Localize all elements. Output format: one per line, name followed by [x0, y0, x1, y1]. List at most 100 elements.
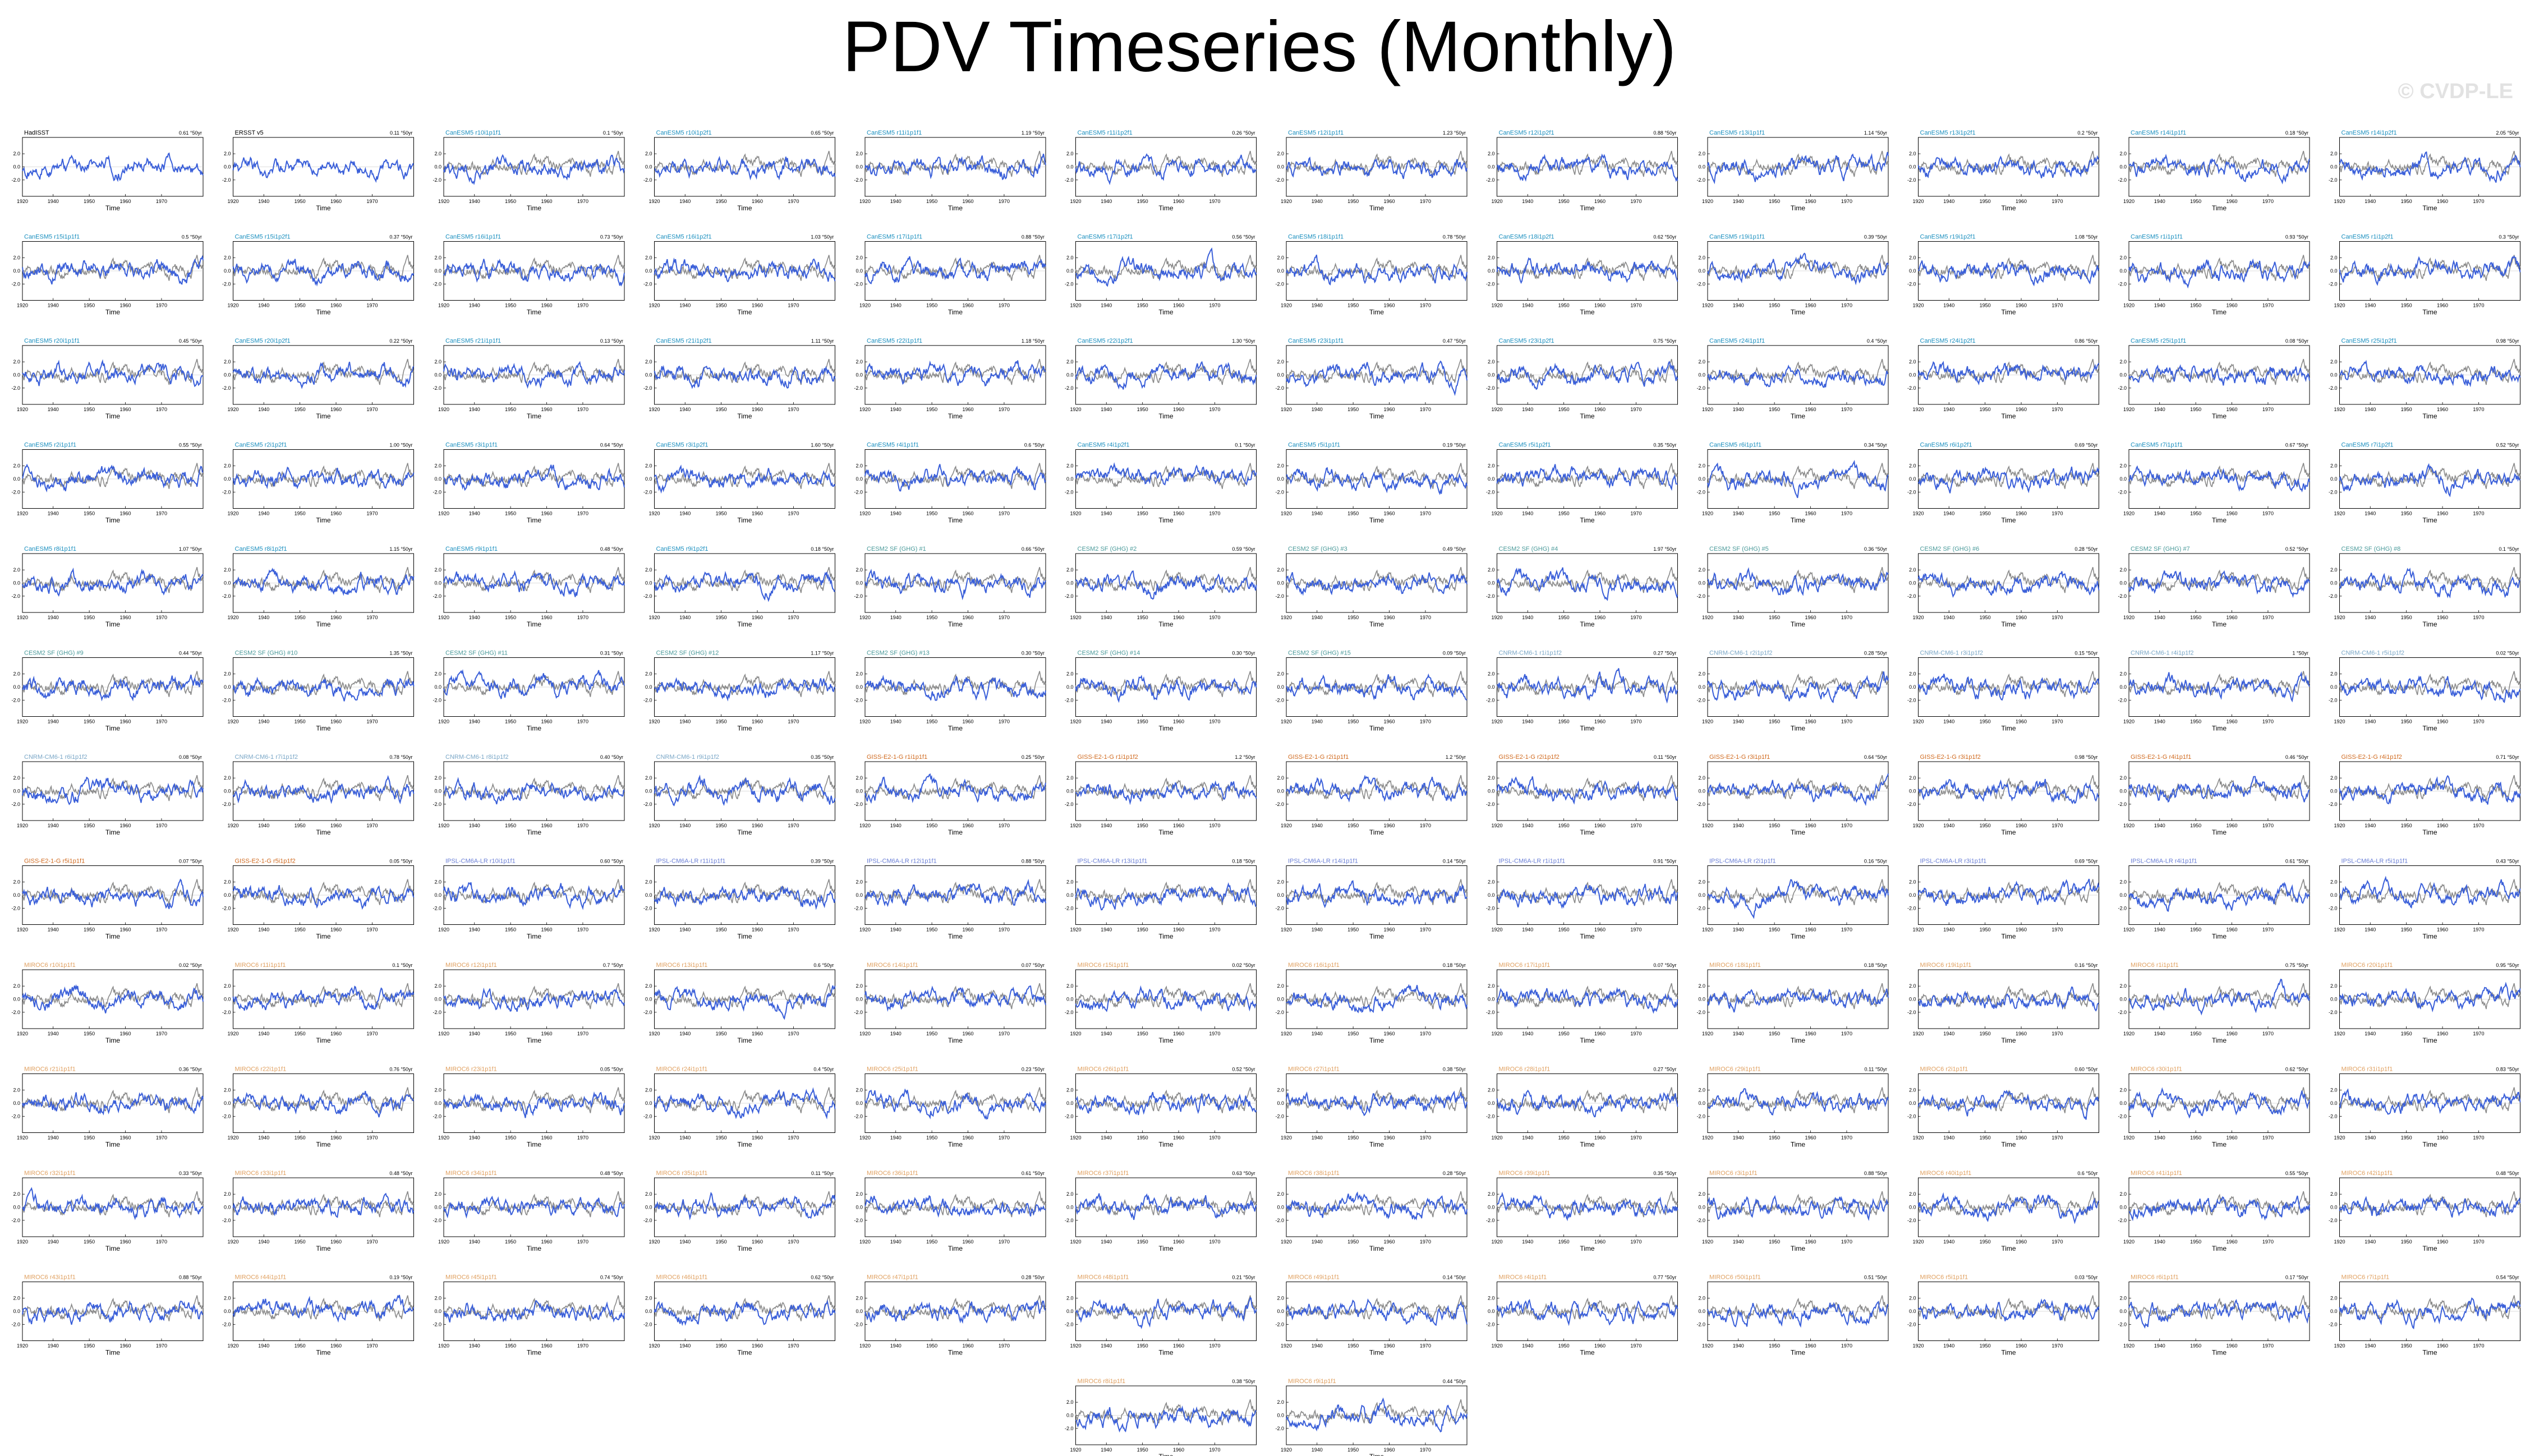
model-series-line — [1496, 257, 1678, 284]
y-tick-label: 2.0 — [1488, 983, 1495, 989]
x-tick-label: 1940 — [469, 199, 480, 204]
x-tick-label: 1950 — [505, 1239, 516, 1245]
x-axis-title: Time — [948, 1245, 963, 1252]
y-tick-label: 2.0 — [645, 567, 652, 573]
x-tick-label: 1950 — [2401, 719, 2412, 725]
obs-series-line — [1075, 255, 1257, 281]
x-tick-label: 1920 — [859, 1135, 871, 1141]
x-tick-label: 1970 — [366, 511, 378, 517]
x-tick-label: 1970 — [1209, 1343, 1220, 1349]
x-tick-label: 1950 — [505, 615, 516, 620]
panel: CESM2 SF (GHG) #15 0.09 °50yr2.00.0-2.019… — [1275, 650, 1468, 732]
x-tick-label: 1950 — [1558, 407, 1570, 412]
x-tick-label: 1950 — [1347, 719, 1359, 725]
y-tick-label: -2.0 — [2118, 593, 2127, 599]
y-tick-label: -2.0 — [2329, 1321, 2338, 1327]
y-tick-label: 0.0 — [434, 789, 441, 794]
x-tick-label: 1970 — [2262, 511, 2274, 517]
panel: CanESM5 r24i1p2f1 0.86 °50yr2.00.0-2.0192… — [1907, 338, 2100, 420]
obs-series-line — [2128, 775, 2310, 801]
x-tick-label: 1920 — [1070, 1135, 1081, 1141]
panel: MIROC6 r45i1p1f1 0.74 °50yr2.00.0-2.01920… — [433, 1274, 625, 1357]
x-tick-label: 1970 — [2051, 1343, 2063, 1349]
x-tick-label: 1920 — [2123, 719, 2135, 725]
panel-title: CanESM5 r3i1p2f1 — [656, 442, 709, 449]
x-axis-title: Time — [105, 1349, 121, 1357]
obs-series-line — [232, 879, 415, 905]
y-tick-label: -2.0 — [643, 1010, 652, 1015]
x-tick-label: 1970 — [2051, 199, 2063, 204]
x-tick-label: 1920 — [1912, 1239, 1924, 1245]
panel: CESM2 SF (GHG) #7 0.52 °50yr2.00.0-2.0192… — [2118, 546, 2310, 628]
x-tick-label: 1920 — [2123, 1135, 2135, 1141]
y-tick-label: 2.0 — [1066, 983, 1074, 989]
panel: MIROC6 r15i1p1f1 0.02 °50yr2.00.0-2.01920… — [1065, 962, 1257, 1044]
x-axis-title: Time — [1369, 308, 1384, 316]
x-tick-label: 1940 — [679, 927, 691, 933]
x-tick-label: 1950 — [84, 303, 95, 308]
x-tick-label: 1920 — [1912, 511, 1924, 517]
x-tick-label: 1970 — [366, 1239, 378, 1245]
x-tick-label: 1920 — [1491, 615, 1502, 620]
x-tick-label: 1940 — [469, 407, 480, 412]
x-tick-label: 1950 — [1558, 1343, 1570, 1349]
obs-series-line — [1496, 671, 1678, 697]
panel-trend: 0.39 °50yr — [811, 859, 834, 864]
y-tick-label: 0.0 — [2119, 789, 2127, 794]
x-tick-label: 1970 — [1420, 1239, 1431, 1245]
model-series-line — [443, 987, 625, 1012]
x-tick-label: 1940 — [2154, 303, 2165, 308]
y-tick-label: 2.0 — [1277, 1088, 1284, 1093]
panel: MIROC6 r43i1p1f1 0.88 °50yr2.00.0-2.01920… — [11, 1274, 204, 1357]
panel-title: MIROC6 r14i1p1f1 — [867, 962, 918, 969]
x-tick-label: 1920 — [1281, 303, 1292, 308]
panel: MIROC6 r28i1p1f1 0.27 °50yr2.00.0-2.01920… — [1486, 1066, 1678, 1149]
panel-trend: 0.59 °50yr — [1232, 546, 1255, 552]
panel-trend: 0.35 °50yr — [1653, 443, 1676, 448]
y-tick-label: -2.0 — [1065, 1321, 1074, 1327]
y-tick-label: 0.0 — [1277, 476, 1284, 482]
x-tick-label: 1960 — [1173, 1239, 1184, 1245]
panel-title: CanESM5 r2i1p1f1 — [24, 442, 76, 449]
panel: CESM2 SF (GHG) #11 0.31 °50yr2.00.0-2.019… — [433, 650, 625, 732]
x-tick-label: 1920 — [438, 1031, 449, 1036]
x-axis-title: Time — [1158, 204, 1174, 212]
x-tick-label: 1970 — [366, 199, 378, 204]
y-tick-label: 2.0 — [13, 359, 20, 365]
x-tick-label: 1960 — [1594, 407, 1606, 412]
x-tick-label: 1940 — [890, 1343, 901, 1349]
model-series-line — [2128, 570, 2310, 598]
model-series-line — [2339, 1088, 2521, 1115]
panel-title: GISS-E2-1-G r4i1p1f1 — [2131, 754, 2191, 761]
panel-title: CanESM5 r8i1p1f1 — [24, 546, 76, 552]
x-tick-label: 1920 — [1070, 823, 1081, 828]
x-tick-label: 1970 — [1420, 199, 1431, 204]
x-tick-label: 1950 — [1137, 511, 1148, 517]
x-axis-title: Time — [1369, 517, 1384, 524]
panel-title: CanESM5 r17i1p1f1 — [867, 234, 922, 241]
x-tick-label: 1970 — [1420, 1343, 1431, 1349]
x-tick-label: 1920 — [227, 511, 238, 517]
x-tick-label: 1940 — [469, 615, 480, 620]
x-tick-label: 1960 — [1805, 1135, 1816, 1141]
panel-trend: 0.21 °50yr — [1232, 1275, 1255, 1280]
x-tick-label: 1950 — [1137, 1239, 1148, 1245]
obs-series-line — [1917, 150, 2100, 177]
x-tick-label: 1950 — [84, 1239, 95, 1245]
y-tick-label: -2.0 — [1696, 177, 1705, 183]
y-tick-label: 0.0 — [13, 372, 20, 378]
panel-trend: 0.88 °50yr — [1864, 1171, 1887, 1176]
x-tick-label: 1970 — [1420, 1031, 1431, 1036]
model-series-line — [1917, 674, 2100, 701]
panel-title: CanESM5 r10i1p1f1 — [445, 130, 501, 136]
y-tick-label: -2.0 — [854, 697, 863, 703]
panel-title: CanESM5 r12i1p2f1 — [1499, 130, 1554, 136]
x-tick-label: 1920 — [17, 511, 28, 517]
x-tick-label: 1950 — [1137, 303, 1148, 308]
x-axis-title: Time — [737, 204, 752, 212]
panel-title: CanESM5 r23i1p2f1 — [1499, 338, 1554, 344]
obs-series-line — [864, 1087, 1046, 1113]
x-tick-label: 1970 — [2051, 1239, 2063, 1245]
x-tick-label: 1960 — [120, 1239, 131, 1245]
